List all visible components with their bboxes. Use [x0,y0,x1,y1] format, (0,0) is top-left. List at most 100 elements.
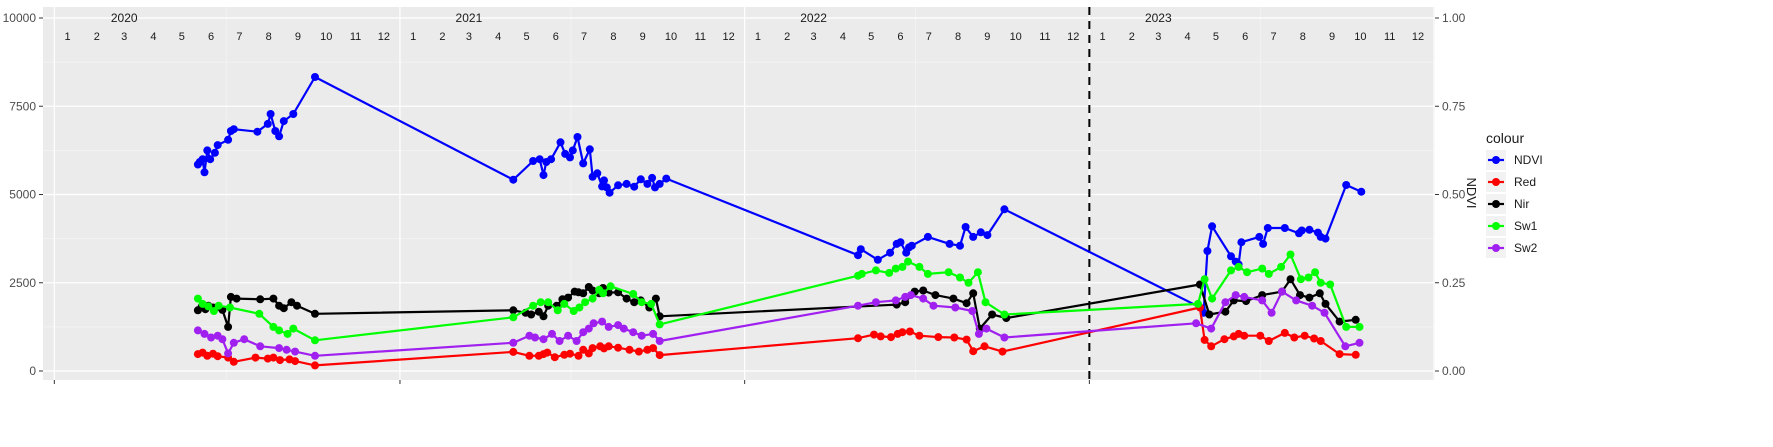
data-point-sw2 [629,328,638,337]
data-point-red [655,351,664,360]
data-point-sw2 [509,338,518,347]
month-label: 12 [378,31,390,43]
data-point-sw1 [904,257,912,266]
data-point-red [649,344,658,353]
data-point-red [269,353,278,362]
y2-tick-label: 0.75 [1442,99,1466,113]
data-point-ndvi [203,146,212,155]
data-point-red [1316,337,1325,345]
month-label: 9 [640,31,646,43]
data-point-sw1 [915,262,924,271]
data-point-sw2 [1278,287,1286,296]
data-point-sw2 [282,345,291,354]
data-point-sw1 [575,303,584,312]
data-point-sw2 [871,298,880,307]
data-point-sw1 [871,266,880,275]
data-point-sw1 [1234,262,1243,271]
data-point-sw2 [555,337,564,345]
data-point-nir [539,312,548,321]
data-point-ndvi [213,141,222,150]
data-point-ndvi [568,146,577,155]
data-point-red [854,334,862,343]
month-label: 6 [553,31,559,43]
data-point-ndvi [854,251,862,260]
data-point-sw1 [311,336,319,345]
series-group [193,73,1366,370]
data-point-nir [1321,299,1330,308]
legend-label: Red [1514,175,1536,189]
month-label: 7 [926,31,932,43]
data-point-sw1 [1326,280,1335,289]
legend-item-sw2: Sw2 [1486,238,1538,258]
data-point-red [213,352,222,361]
data-point-sw1 [289,324,298,333]
data-point-sw1 [923,269,932,278]
data-point-sw2 [598,317,607,326]
data-point-red [1300,331,1309,340]
data-point-ndvi [614,181,623,190]
data-point-sw2 [1192,319,1201,328]
data-point-sw2 [1231,291,1240,300]
data-point-sw2 [1221,298,1230,307]
data-point-sw1 [1208,294,1217,303]
data-point-sw1 [885,268,894,277]
month-label: 10 [320,31,332,43]
data-point-nir [509,306,518,315]
data-point-ndvi [1357,187,1366,196]
data-point-ndvi [200,168,209,177]
data-point-red [1200,335,1209,344]
month-label: 6 [897,31,903,43]
legend-item-ndvi: NDVI [1486,150,1543,170]
data-point-ndvi [266,110,275,118]
data-point-ndvi [509,175,518,184]
data-point-nir [311,309,319,318]
series-ndvi [193,73,1366,317]
data-point-red [574,351,583,360]
data-point-sw1 [1194,299,1202,308]
data-point-ndvi [1259,239,1268,248]
data-point-red [1310,334,1319,343]
data-point-sw2 [1258,296,1267,305]
data-point-sw1 [509,313,518,322]
data-point-sw2 [589,319,598,328]
data-point-ndvi [279,117,288,126]
data-point-ndvi [1342,181,1351,189]
month-label: 1 [755,31,761,43]
data-point-sw2 [974,329,983,338]
data-point-sw1 [857,269,866,278]
data-point-sw1 [1243,268,1252,277]
data-point-ndvi [275,132,284,141]
data-point-red [969,347,978,356]
data-point-red [980,342,989,351]
data-point-red [950,333,959,342]
data-point-red [876,332,885,341]
data-point-ndvi [585,145,594,154]
month-label: 8 [955,31,961,43]
data-point-sw2 [193,326,202,335]
month-label: 10 [1010,31,1022,43]
data-point-sw2 [229,338,238,347]
data-point-sw1 [529,301,538,310]
data-point-red [887,333,895,342]
month-label: 9 [984,31,990,43]
data-point-sw2 [968,307,977,315]
data-point-nir [919,286,928,295]
legend-item-sw1: Sw1 [1486,216,1538,236]
data-point-ndvi [636,175,645,184]
data-point-sw2 [1308,301,1317,310]
data-point-nir [564,293,573,302]
data-point-sw1 [606,282,615,291]
data-point-sw1 [255,309,264,318]
legend-title: colour [1486,130,1524,146]
data-point-ndvi [662,174,671,183]
data-point-ndvi [945,239,954,248]
data-point-red [898,328,907,337]
data-point-sw2 [200,329,209,338]
data-point-ndvi [229,125,238,134]
data-point-ndvi [923,232,932,241]
data-point-sw2 [637,331,646,340]
month-label: 3 [121,31,127,43]
data-point-ndvi [1227,252,1235,261]
